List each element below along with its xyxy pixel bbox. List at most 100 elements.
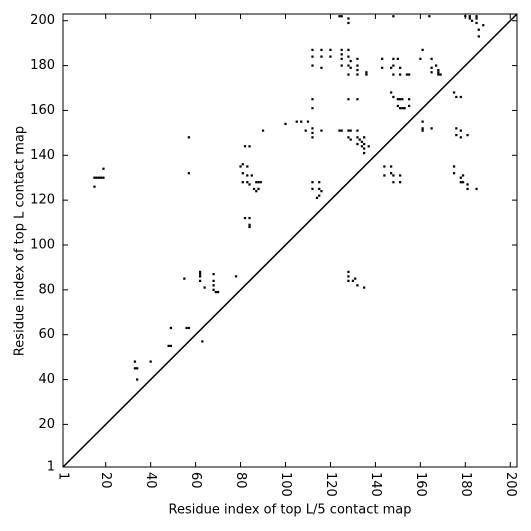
contact xyxy=(475,21,478,25)
contact xyxy=(396,57,400,60)
contact xyxy=(392,64,395,67)
contact xyxy=(318,187,321,191)
contact xyxy=(311,98,314,101)
contact xyxy=(475,187,478,191)
contact xyxy=(198,279,202,282)
contact xyxy=(311,136,314,139)
contact xyxy=(329,55,332,58)
contact xyxy=(401,107,404,110)
contact xyxy=(239,165,242,168)
contact xyxy=(396,104,400,108)
contact xyxy=(470,19,474,22)
contact xyxy=(212,288,215,291)
contact xyxy=(349,138,352,141)
contact xyxy=(203,286,206,289)
contact xyxy=(212,273,215,276)
contact xyxy=(405,73,408,76)
contact xyxy=(241,172,244,175)
contact xyxy=(459,95,462,99)
contact xyxy=(100,176,103,179)
contact xyxy=(437,71,440,74)
contact xyxy=(421,127,424,130)
contact xyxy=(349,129,352,132)
contact xyxy=(248,145,251,148)
contact xyxy=(311,55,314,58)
y-tick-label: 1 xyxy=(47,460,55,475)
contact xyxy=(482,24,485,27)
contact xyxy=(428,15,431,18)
contact xyxy=(363,136,366,139)
contact xyxy=(399,107,402,110)
y-tick-label: 20 xyxy=(38,417,55,432)
contact xyxy=(356,136,359,139)
contact xyxy=(136,378,139,381)
contact xyxy=(320,55,323,58)
contact xyxy=(381,57,384,60)
x-tick-label: 120 xyxy=(323,472,338,497)
contact xyxy=(187,172,190,175)
contact xyxy=(255,190,258,193)
contact xyxy=(459,176,462,179)
contact xyxy=(338,129,341,132)
x-tick-label: 1 xyxy=(56,472,71,480)
contact xyxy=(347,279,350,282)
contact xyxy=(399,174,402,177)
contact xyxy=(248,183,251,186)
contact xyxy=(365,73,368,76)
contact xyxy=(133,360,137,363)
contact xyxy=(102,176,105,179)
contact xyxy=(455,133,458,137)
contact xyxy=(347,64,350,67)
contact xyxy=(360,140,364,143)
contact xyxy=(243,145,247,148)
contact xyxy=(383,174,386,177)
contact xyxy=(363,142,366,146)
contact xyxy=(430,66,433,69)
contact xyxy=(340,15,343,18)
contact xyxy=(356,73,359,76)
contact xyxy=(311,181,314,184)
contact xyxy=(365,71,368,74)
contact xyxy=(248,225,251,229)
contact xyxy=(399,181,402,184)
x-tick-label: 80 xyxy=(233,472,248,489)
contact xyxy=(437,73,440,76)
y-tick-label: 80 xyxy=(38,282,55,297)
contact xyxy=(466,183,469,186)
contact xyxy=(356,68,359,72)
x-tick-label: 20 xyxy=(98,472,113,489)
contact xyxy=(347,136,350,139)
contact xyxy=(300,120,303,123)
contact xyxy=(136,367,139,370)
contact xyxy=(201,340,204,343)
contact xyxy=(407,98,411,101)
contact xyxy=(477,28,480,31)
contact xyxy=(347,17,350,20)
contact xyxy=(187,326,190,330)
contact xyxy=(475,17,478,20)
x-tick-label: 200 xyxy=(503,472,518,497)
contact xyxy=(439,73,442,76)
contact xyxy=(407,73,411,76)
y-tick-label: 200 xyxy=(30,13,55,28)
contact xyxy=(455,127,458,130)
contact xyxy=(241,181,244,184)
x-tick-label: 180 xyxy=(458,472,473,497)
contact xyxy=(198,273,202,276)
contact xyxy=(347,270,350,274)
contact xyxy=(255,181,258,184)
contact xyxy=(466,187,469,191)
contact xyxy=(347,129,350,132)
plot-frame xyxy=(62,13,518,468)
contact xyxy=(392,57,395,60)
contact xyxy=(392,15,395,18)
contact xyxy=(452,172,456,175)
contact xyxy=(392,73,395,76)
y-tick-label: 60 xyxy=(38,327,55,342)
contact xyxy=(430,71,433,74)
contact xyxy=(212,279,215,282)
contact xyxy=(241,163,244,166)
contact xyxy=(311,131,314,134)
contact xyxy=(349,59,352,63)
